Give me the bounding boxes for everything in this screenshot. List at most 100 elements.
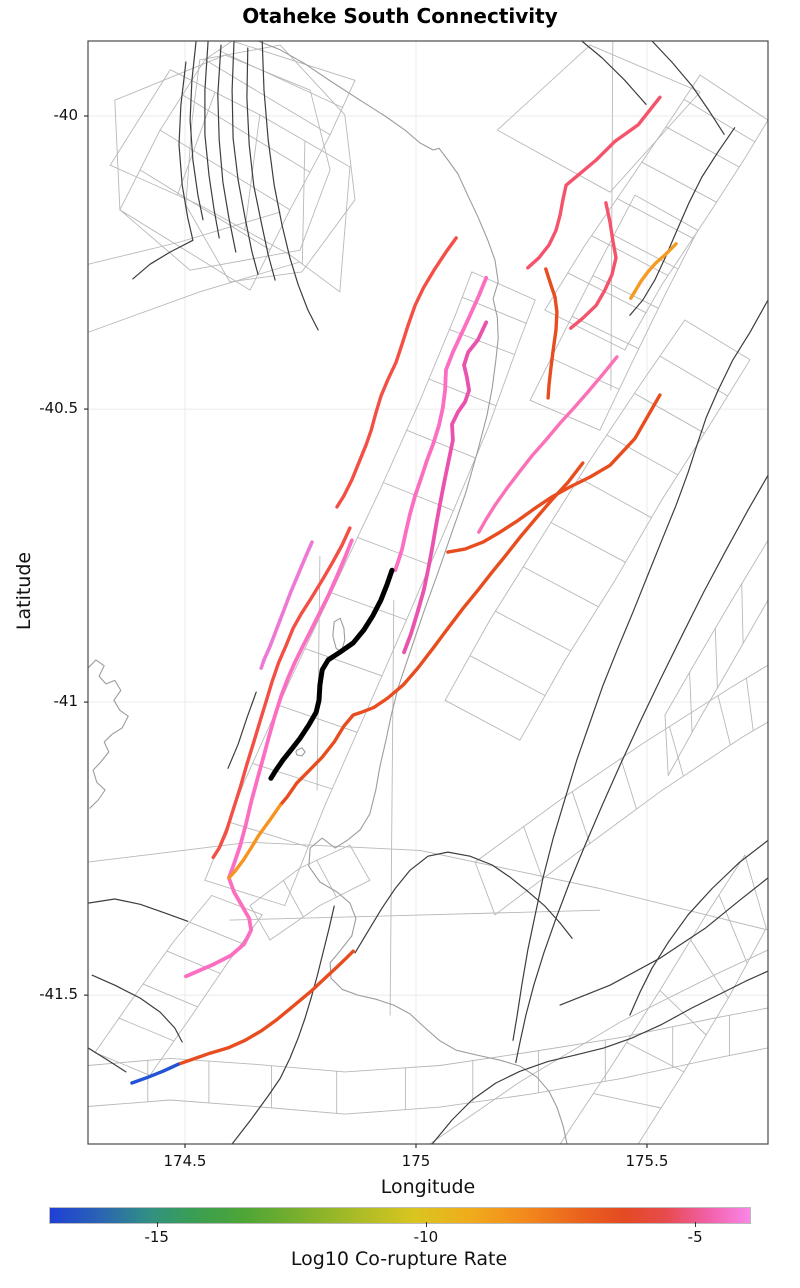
colorbar-tick-label: -5 [687,1228,703,1246]
fault-polygon-mesh [690,939,729,999]
colorbar-label: Log10 Co-rupture Rate [290,1248,508,1270]
fault-polygon-mesh [252,762,333,790]
background-fault-trace [354,851,573,954]
plot-frame [87,40,769,1145]
co-rupture-fault-pink-mid-diagonal [477,355,619,534]
y-tick-label: -41.5 [39,985,78,1004]
x-axis-label: Longitude [380,1176,476,1198]
fault-polygon-mesh [684,319,751,361]
fault-polygon-mesh [218,49,343,108]
fault-polygon-mesh [620,758,637,810]
fault-polygon-mesh [316,859,337,898]
fault-polygon-mesh [578,477,652,519]
y-tick-label: -41 [53,692,79,711]
fault-polygon-outline [496,44,701,193]
fault-polygon-mesh [592,1093,662,1109]
co-rupture-fault-rose-short-upper [569,201,618,330]
fault-polygon-mesh [189,921,243,944]
fault-polygon-edge [429,949,768,1144]
fault-polygon-mesh [624,119,768,351]
background-fault-trace [217,44,237,253]
fault-polygon-mesh [634,194,699,231]
background-fault-trace [204,41,220,239]
fault-polygon-mesh [718,894,748,964]
y-tick-label: -40.5 [39,399,78,418]
fault-polygon-mesh [699,74,768,121]
co-rupture-fault-redorange-vertical-upper [544,267,559,400]
co-rupture-fault-redorange-south-coast [176,949,355,1066]
background-fault-trace [88,1047,127,1073]
fault-polygon-mesh [88,1007,768,1073]
fault-polygon-mesh [166,950,221,974]
fault-polygon-mesh [522,566,599,608]
background-fault-trace [88,898,189,922]
fault-polygon-mesh [519,359,751,741]
fault-polygon-mesh [494,721,768,916]
coastline [88,659,129,809]
co-rupture-fault-salmon-long-upper [335,236,458,509]
fault-polygon-mesh [550,522,626,563]
fault-polygon-mesh [494,610,572,652]
fault-polygon-mesh [176,91,216,196]
background-fault-trace [431,970,768,1144]
x-tick-label: 174.5 [163,1152,207,1170]
fault-polygon-mesh [592,275,659,309]
fault-polygon-mesh [714,627,718,689]
background-fault-trace [246,47,276,281]
fault-polygon-mesh [550,357,620,390]
fault-polygon-mesh [683,98,756,143]
fault-polygon-mesh [474,861,496,916]
fault-polygon-mesh [567,272,647,314]
background-fault-trace [581,41,647,105]
fault-polygon-mesh [204,879,286,906]
colorbar-tick-mark [695,1222,697,1227]
colorbar [49,1207,751,1224]
background-fault-trace [559,877,768,1006]
fault-polygon-mesh [428,378,497,407]
plot-background [88,41,768,1144]
background-fault-trace [629,127,736,316]
colorbar-tick-label: -10 [413,1228,439,1246]
fault-polygon-mesh [142,983,199,1008]
background-fault-trace [91,974,183,1043]
co-rupture-fault-orange-short-upper [629,242,678,300]
co-rupture-fault-redorange-wellington-upper [278,461,585,807]
background-fault-trace [132,61,194,280]
co-rupture-fault-magenta-west-short [259,540,314,670]
fault-polygon-outline [114,54,331,271]
fault-polygon-mesh [599,229,699,431]
coastline [257,41,568,1144]
fault-polygon-mesh [269,879,371,941]
colorbar-tick-label: -15 [144,1228,169,1246]
fault-polygon-mesh [282,880,304,918]
y-tick-label: -40 [53,106,79,125]
co-rupture-fault-blue-southwest-tip [130,1062,180,1085]
fault-polygon-mesh [204,59,331,136]
fault-polygon-mesh [745,677,754,732]
background-fault-trace [227,691,257,769]
fault-polygon-mesh [249,844,351,906]
fault-polygon-mesh [659,355,729,397]
fault-polygon-edge [316,555,321,791]
fault-polygon-mesh [717,695,731,746]
fault-polygon-outline [185,44,356,283]
fault-polygon-mesh [118,1017,175,1042]
fault-polygon-mesh [159,129,291,211]
x-tick-label: 175.5 [625,1152,669,1170]
source-fault-trace [268,567,395,781]
fault-polygon-mesh [634,392,705,434]
background-fault-trace [231,41,259,275]
colorbar-tick-mark [425,1222,427,1227]
fault-polygon-mesh [182,94,311,173]
co-rupture-fault-pink-west-long [184,538,354,979]
fault-polygon-mesh [382,482,454,511]
fault-polygon-mesh [227,821,309,848]
fault-polygon-mesh [665,126,740,168]
fault-polygon-mesh [119,209,251,291]
colorbar-tick-mark [156,1222,158,1227]
fault-polygon-edge [88,841,768,931]
fault-polygon-mesh [444,319,686,701]
fault-polygon-edge [610,41,614,391]
fault-polygon-mesh [94,895,213,1054]
